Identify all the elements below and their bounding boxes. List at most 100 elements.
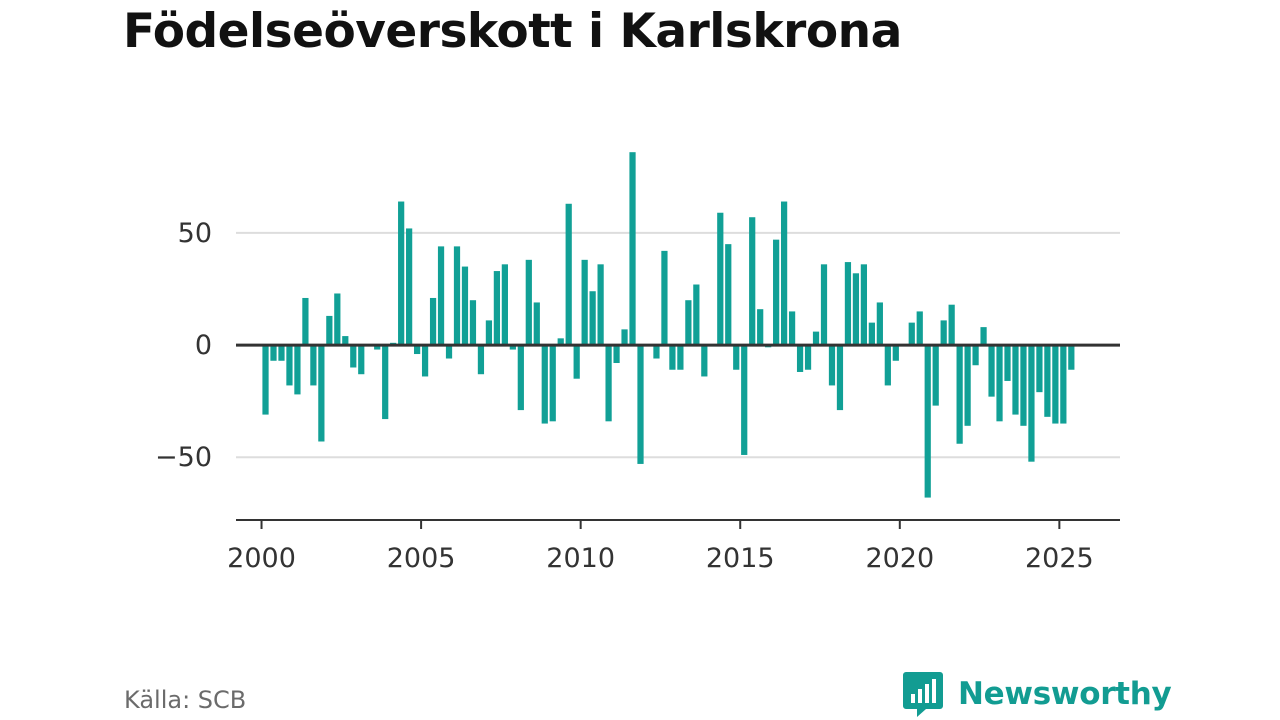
bar	[509, 345, 516, 350]
bar	[318, 345, 325, 442]
bar	[517, 345, 524, 411]
brand-name: Newsworthy	[958, 676, 1172, 712]
bar	[820, 264, 828, 346]
bar	[757, 309, 764, 346]
x-tick-label: 2025	[1025, 543, 1094, 574]
axes	[236, 343, 1120, 529]
bar	[1052, 345, 1059, 424]
bar	[804, 345, 812, 370]
bar	[932, 345, 939, 406]
bar	[1020, 345, 1027, 426]
chart-title: Födelseöverskott i Karlskrona	[123, 4, 902, 59]
bar	[613, 345, 620, 364]
bar	[286, 345, 293, 386]
bar	[701, 345, 708, 377]
bar	[525, 259, 532, 346]
bar	[828, 345, 836, 386]
x-tick-label: 2005	[387, 543, 456, 574]
bar	[956, 345, 963, 444]
bar	[358, 345, 365, 375]
bar	[1068, 345, 1075, 370]
bar	[437, 246, 445, 346]
bar	[781, 201, 788, 346]
bar	[884, 345, 891, 386]
bar	[270, 345, 277, 361]
bar	[812, 331, 820, 346]
bar	[501, 264, 508, 346]
source-note: Källa: SCB	[124, 686, 247, 714]
bar	[661, 250, 668, 346]
bar	[972, 345, 979, 366]
bar	[1036, 345, 1043, 393]
bar	[908, 322, 915, 346]
bar	[773, 239, 780, 346]
bar	[836, 345, 844, 411]
x-tick-label: 2015	[706, 543, 775, 574]
x-tick-label: 2020	[865, 543, 934, 574]
x-tick-label: 2010	[546, 543, 615, 574]
bar	[924, 345, 931, 498]
bar	[413, 345, 421, 355]
bar	[1044, 345, 1051, 417]
bar	[429, 297, 437, 346]
y-axis-tick-labels: −50 0 50	[155, 218, 212, 473]
bar	[844, 262, 852, 346]
bar	[326, 315, 333, 346]
bar	[749, 217, 756, 346]
bar	[733, 345, 740, 370]
bar	[1028, 345, 1035, 462]
bar	[493, 271, 501, 346]
bar	[477, 345, 485, 375]
newsworthy-logo-icon	[903, 672, 943, 717]
bar	[565, 203, 572, 346]
bar	[350, 345, 357, 368]
bar	[334, 293, 341, 346]
bar	[788, 311, 796, 346]
bar	[453, 246, 461, 346]
bar	[597, 264, 604, 346]
bar	[589, 291, 596, 346]
bar	[685, 300, 692, 346]
bar	[916, 311, 923, 346]
bar	[262, 345, 269, 415]
bar	[1012, 345, 1019, 415]
bar	[1004, 345, 1011, 381]
bar	[725, 244, 732, 346]
bar	[342, 336, 349, 346]
bar	[445, 345, 453, 359]
bar	[374, 345, 381, 350]
bar	[988, 345, 995, 397]
bar	[421, 345, 429, 377]
bar	[996, 345, 1003, 422]
bar	[677, 345, 684, 370]
bar	[605, 345, 612, 422]
bar	[653, 345, 660, 359]
bar	[557, 338, 564, 346]
bar	[469, 300, 477, 346]
bar-series	[262, 152, 1075, 498]
bar	[868, 322, 875, 346]
bar	[717, 212, 724, 346]
bar	[741, 345, 748, 455]
bar	[549, 345, 556, 422]
bar	[382, 345, 389, 420]
bar	[629, 152, 636, 346]
bar	[892, 345, 899, 361]
bar	[294, 345, 301, 395]
bar	[406, 228, 413, 346]
bar	[541, 345, 548, 424]
bar	[796, 345, 804, 372]
bar	[980, 327, 987, 346]
bar	[693, 284, 700, 346]
gridlines	[236, 231, 1120, 459]
bar	[310, 345, 317, 386]
bar	[302, 297, 309, 346]
newsworthy-logo[interactable]: Newsworthy	[902, 670, 1172, 718]
bar	[637, 345, 644, 464]
x-tick-label: 2000	[227, 543, 296, 574]
y-tick-label: 50	[178, 218, 212, 249]
bar	[533, 302, 540, 346]
bar	[485, 320, 493, 346]
bar	[860, 264, 868, 346]
